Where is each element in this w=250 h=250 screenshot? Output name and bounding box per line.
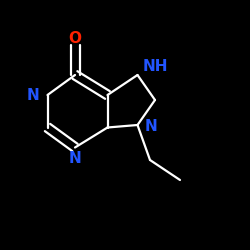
Text: N: N (145, 119, 158, 134)
Text: NH: NH (142, 59, 168, 74)
Text: O: O (68, 31, 82, 46)
Text: N: N (68, 151, 82, 166)
Text: N: N (26, 88, 39, 102)
